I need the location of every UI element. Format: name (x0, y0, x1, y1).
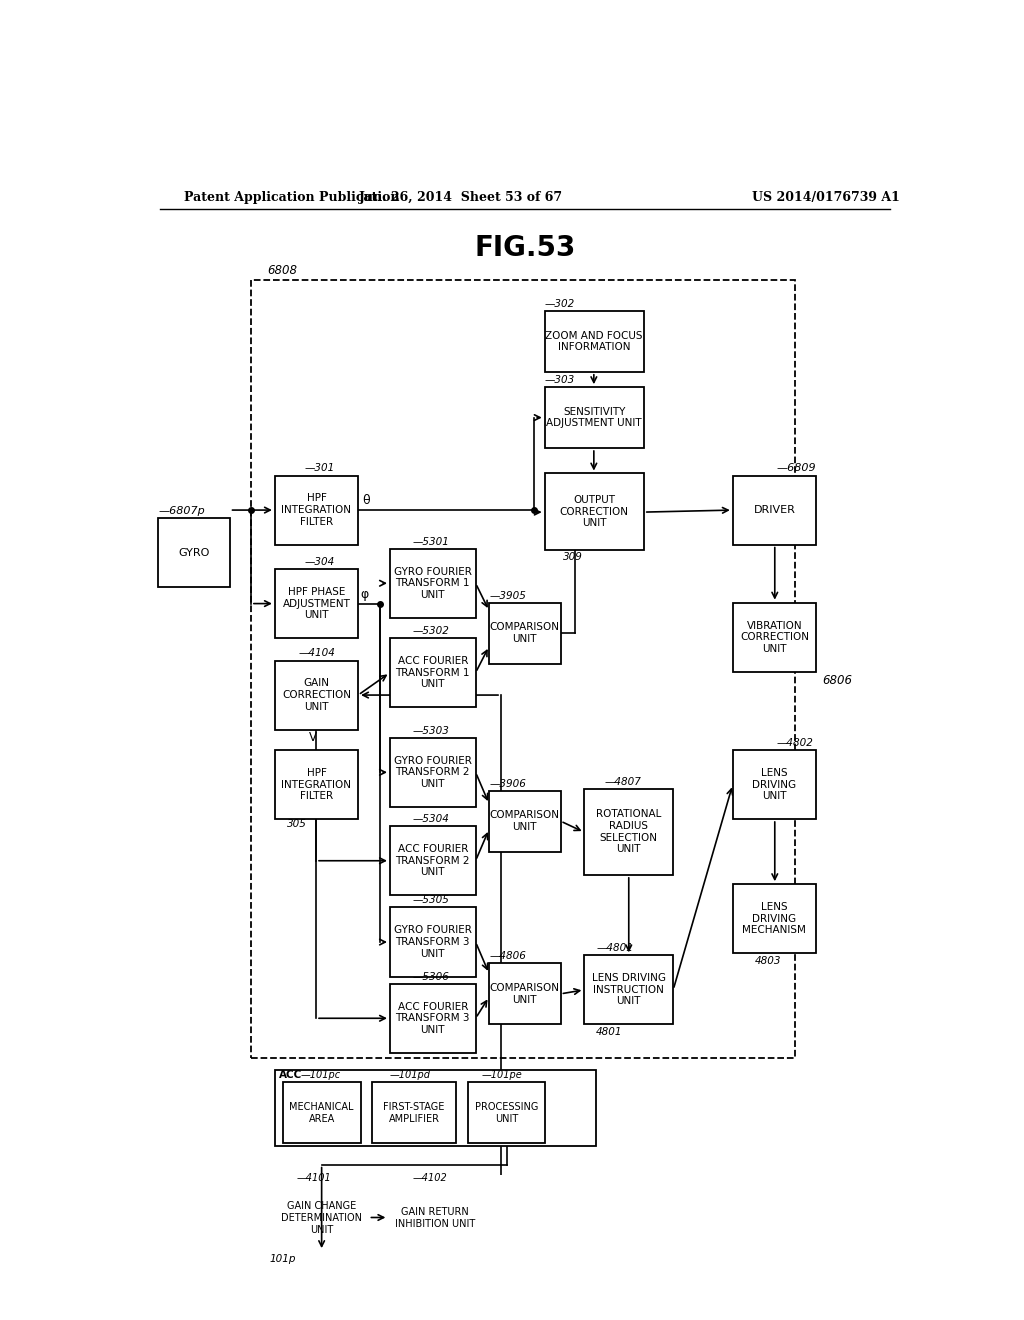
Text: —304: —304 (304, 557, 335, 568)
Bar (390, 738, 475, 807)
Text: Jun. 26, 2014  Sheet 53 of 67: Jun. 26, 2014 Sheet 53 of 67 (359, 190, 563, 203)
Bar (468, 1082, 546, 1143)
Bar (390, 983, 475, 1053)
Bar (251, 280, 795, 1057)
Text: FIRST-STAGE
AMPLIFIER: FIRST-STAGE AMPLIFIER (383, 1102, 444, 1123)
Text: GAIN
CORRECTION
UNIT: GAIN CORRECTION UNIT (282, 678, 351, 711)
Text: —4802: —4802 (776, 738, 813, 748)
Text: —4104: —4104 (299, 648, 336, 659)
Text: —6807p: —6807p (158, 506, 205, 516)
Text: GYRO FOURIER
TRANSFORM 3
UNIT: GYRO FOURIER TRANSFORM 3 UNIT (394, 925, 472, 958)
Text: V: V (309, 731, 317, 744)
Bar (274, 660, 358, 730)
Text: 309: 309 (563, 552, 583, 562)
Bar (283, 1082, 360, 1143)
Bar (545, 474, 644, 549)
Text: —101pd: —101pd (390, 1071, 431, 1080)
Bar (274, 569, 358, 638)
Text: —3905: —3905 (489, 590, 526, 601)
Text: OUTPUT
CORRECTION
UNIT: OUTPUT CORRECTION UNIT (560, 495, 629, 528)
Text: PROCESSING
UNIT: PROCESSING UNIT (475, 1102, 539, 1123)
Text: —5303: —5303 (412, 726, 449, 735)
Text: θ: θ (362, 494, 370, 507)
Text: —302: —302 (545, 298, 574, 309)
Text: VIBRATION
CORRECTION
UNIT: VIBRATION CORRECTION UNIT (740, 620, 809, 653)
Text: ACC FOURIER
TRANSFORM 1
UNIT: ACC FOURIER TRANSFORM 1 UNIT (395, 656, 470, 689)
Text: 101p: 101p (269, 1254, 296, 1265)
Text: DRIVER: DRIVER (754, 506, 796, 515)
Bar (274, 1185, 369, 1251)
Text: ROTATIONAL
RADIUS
SELECTION
UNIT: ROTATIONAL RADIUS SELECTION UNIT (596, 809, 662, 854)
Bar (388, 1185, 482, 1251)
Text: HPF PHASE
ADJUSTMENT
UNIT: HPF PHASE ADJUSTMENT UNIT (283, 587, 350, 620)
Bar (274, 1071, 596, 1146)
Text: —4102: —4102 (412, 1173, 446, 1183)
Text: US 2014/0176739 A1: US 2014/0176739 A1 (753, 190, 900, 203)
Bar (390, 549, 475, 618)
Bar (274, 750, 358, 818)
Text: —4101: —4101 (296, 1173, 331, 1183)
Bar (545, 312, 644, 372)
Text: —303: —303 (545, 375, 574, 385)
Text: LENS
DRIVING
MECHANISM: LENS DRIVING MECHANISM (742, 902, 806, 936)
Bar (733, 602, 816, 672)
Text: 6806: 6806 (822, 673, 852, 686)
Bar (158, 519, 229, 587)
Text: —4806: —4806 (489, 952, 526, 961)
Text: LENS
DRIVING
UNIT: LENS DRIVING UNIT (753, 768, 797, 801)
Bar (585, 956, 673, 1024)
Text: ZOOM AND FOCUS
INFORMATION: ZOOM AND FOCUS INFORMATION (546, 330, 643, 352)
Text: FIG.53: FIG.53 (474, 234, 575, 261)
Bar (733, 750, 816, 818)
Bar (545, 387, 644, 447)
Bar (390, 638, 475, 708)
Text: —6809: —6809 (776, 463, 816, 474)
Text: —5306: —5306 (412, 972, 449, 982)
Text: —4801: —4801 (596, 944, 633, 953)
Text: —4807: —4807 (604, 776, 641, 787)
Text: 4803: 4803 (755, 956, 781, 966)
Text: GAIN RETURN
INHIBITION UNIT: GAIN RETURN INHIBITION UNIT (395, 1208, 475, 1229)
Text: GYRO: GYRO (178, 548, 210, 558)
Text: COMPARISON
UNIT: COMPARISON UNIT (489, 810, 560, 832)
Bar (489, 964, 560, 1024)
Text: MECHANICAL
AREA: MECHANICAL AREA (290, 1102, 354, 1123)
Bar (390, 907, 475, 977)
Bar (585, 788, 673, 875)
Text: φ: φ (360, 587, 369, 601)
Text: COMPARISON
UNIT: COMPARISON UNIT (489, 622, 560, 644)
Text: —301: —301 (304, 463, 335, 474)
Bar (373, 1082, 456, 1143)
Text: —3906: —3906 (489, 779, 526, 788)
Text: ACC: ACC (279, 1071, 302, 1080)
Bar (390, 826, 475, 895)
Text: HPF
INTEGRATION
FILTER: HPF INTEGRATION FILTER (282, 768, 351, 801)
Text: SENSITIVITY
ADJUSTMENT UNIT: SENSITIVITY ADJUSTMENT UNIT (547, 407, 642, 429)
Text: 4801: 4801 (596, 1027, 623, 1038)
Text: —101pc: —101pc (301, 1071, 341, 1080)
Text: GYRO FOURIER
TRANSFORM 2
UNIT: GYRO FOURIER TRANSFORM 2 UNIT (394, 756, 472, 789)
Text: LENS DRIVING
INSTRUCTION
UNIT: LENS DRIVING INSTRUCTION UNIT (592, 973, 666, 1006)
Text: COMPARISON
UNIT: COMPARISON UNIT (489, 983, 560, 1005)
Text: —5304: —5304 (412, 814, 449, 824)
Bar (489, 791, 560, 851)
Text: ACC FOURIER
TRANSFORM 2
UNIT: ACC FOURIER TRANSFORM 2 UNIT (395, 843, 470, 878)
Bar (733, 475, 816, 545)
Text: GYRO FOURIER
TRANSFORM 1
UNIT: GYRO FOURIER TRANSFORM 1 UNIT (394, 566, 472, 599)
Text: ACC FOURIER
TRANSFORM 3
UNIT: ACC FOURIER TRANSFORM 3 UNIT (395, 1002, 470, 1035)
Text: HPF
INTEGRATION
FILTER: HPF INTEGRATION FILTER (282, 494, 351, 527)
Text: —5305: —5305 (412, 895, 449, 906)
Text: —5302: —5302 (412, 626, 449, 636)
Bar (274, 475, 358, 545)
Text: —101pe: —101pe (481, 1071, 522, 1080)
Text: Patent Application Publication: Patent Application Publication (183, 190, 399, 203)
Bar (489, 602, 560, 664)
Text: 305: 305 (287, 818, 306, 829)
Bar (733, 884, 816, 953)
Text: —5301: —5301 (412, 537, 449, 546)
Text: GAIN CHANGE
DETERMINATION
UNIT: GAIN CHANGE DETERMINATION UNIT (282, 1201, 362, 1234)
Text: 6808: 6808 (267, 264, 297, 277)
